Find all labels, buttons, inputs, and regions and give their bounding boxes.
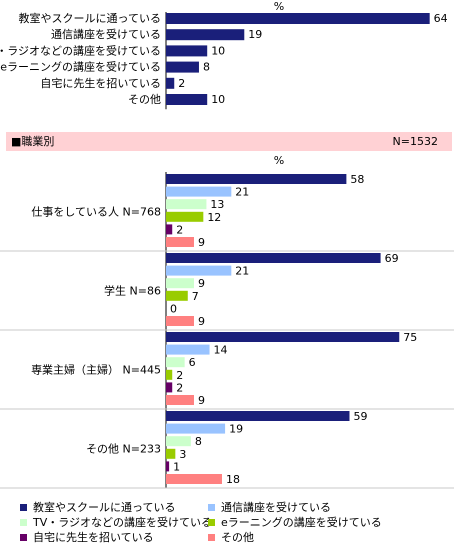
bar bbox=[166, 224, 173, 235]
legend-label: その他 bbox=[221, 531, 254, 544]
group-label: その他 N=233 bbox=[86, 443, 161, 456]
bar bbox=[166, 436, 191, 447]
data-label: 21 bbox=[235, 265, 249, 278]
legend-label: 自宅に先生を招いている bbox=[33, 531, 154, 544]
data-label: 9 bbox=[198, 277, 205, 290]
data-label: 10 bbox=[211, 93, 225, 106]
data-label: 69 bbox=[385, 252, 399, 265]
data-label: 12 bbox=[207, 211, 221, 224]
bar bbox=[166, 316, 194, 326]
bar bbox=[166, 61, 199, 73]
data-label: 2 bbox=[176, 223, 183, 236]
legend-swatch bbox=[20, 504, 27, 511]
bar bbox=[166, 474, 222, 484]
data-label: 19 bbox=[248, 28, 262, 41]
legend-label: eラーニングの講座を受けている bbox=[221, 516, 382, 529]
data-label: 19 bbox=[229, 423, 243, 436]
data-label: 8 bbox=[203, 61, 210, 74]
bar bbox=[166, 369, 173, 380]
bar bbox=[166, 186, 232, 197]
group-label: 学生 N=86 bbox=[104, 284, 161, 298]
data-label: 6 bbox=[189, 356, 196, 369]
data-label: 9 bbox=[198, 315, 205, 328]
data-label: 10 bbox=[211, 44, 225, 57]
category-label: TV・ラジオなどの講座を受けている bbox=[0, 43, 161, 57]
data-label: 2 bbox=[176, 381, 183, 394]
data-label: 13 bbox=[210, 198, 224, 211]
bar bbox=[166, 395, 194, 405]
group-label: 仕事をしている人 N=768 bbox=[31, 206, 161, 219]
category-label: その他 bbox=[128, 93, 161, 106]
bar bbox=[166, 265, 232, 276]
data-label: 2 bbox=[178, 77, 185, 90]
data-label: 21 bbox=[235, 186, 249, 199]
bar bbox=[166, 278, 194, 289]
legend-swatch bbox=[208, 504, 215, 511]
data-label: 9 bbox=[198, 236, 205, 249]
data-label: 7 bbox=[192, 290, 199, 303]
data-label: 59 bbox=[353, 410, 367, 423]
data-label: 8 bbox=[195, 435, 202, 448]
bar bbox=[166, 211, 204, 222]
overall-bar-chart: % 教室やスクールに通っている 64 通信講座を受けている 19 TV・ラジオなどの講座を… bbox=[0, 0, 448, 110]
data-label: 1 bbox=[173, 460, 180, 473]
data-label: 75 bbox=[403, 331, 417, 344]
legend-label: 通信講座を受けている bbox=[221, 501, 331, 514]
legend-label: TV・ラジオなどの講座を受けている bbox=[33, 516, 213, 529]
bar bbox=[166, 253, 381, 263]
bar bbox=[166, 382, 173, 393]
bar bbox=[166, 237, 194, 247]
bar bbox=[166, 199, 207, 210]
legend-label: 教室やスクールに通っている bbox=[33, 501, 176, 514]
category-label: 教室やスクールに通っている bbox=[19, 11, 161, 25]
category-label: 自宅に先生を招いている bbox=[40, 76, 161, 90]
data-label: 9 bbox=[198, 394, 205, 407]
category-label: eラーニングの講座を受けている bbox=[0, 60, 161, 74]
section-header: ■職業別 N=1532 bbox=[6, 132, 452, 151]
data-label: 14 bbox=[214, 344, 228, 357]
legend-swatch bbox=[20, 519, 27, 526]
bar bbox=[166, 29, 245, 41]
bar bbox=[166, 461, 170, 472]
unit-label: % bbox=[274, 154, 284, 167]
legend-swatch bbox=[20, 534, 27, 541]
data-label: 18 bbox=[226, 473, 240, 486]
bar bbox=[166, 332, 400, 342]
data-label: 2 bbox=[176, 369, 183, 382]
legend-swatch bbox=[208, 519, 215, 526]
bar bbox=[166, 77, 175, 89]
bar bbox=[166, 13, 430, 24]
bar bbox=[166, 448, 176, 459]
data-label: 3 bbox=[179, 448, 186, 461]
total-sample-size: N=1532 bbox=[392, 135, 438, 148]
section-title: ■職業別 bbox=[11, 135, 55, 148]
bar bbox=[166, 174, 347, 184]
bar bbox=[166, 411, 350, 421]
bar bbox=[166, 357, 185, 368]
legend-swatch bbox=[208, 534, 215, 541]
category-label: 通信講座を受けている bbox=[51, 27, 161, 41]
data-label: 0 bbox=[170, 302, 177, 315]
bar bbox=[166, 344, 210, 355]
bar bbox=[166, 94, 208, 105]
data-label: 58 bbox=[350, 173, 364, 186]
unit-label: % bbox=[274, 0, 284, 13]
bar bbox=[166, 423, 226, 434]
bar bbox=[166, 290, 188, 301]
group-label: 専業主婦（主婦） N=445 bbox=[31, 363, 161, 377]
data-label: 64 bbox=[434, 12, 448, 25]
bar bbox=[166, 45, 208, 57]
